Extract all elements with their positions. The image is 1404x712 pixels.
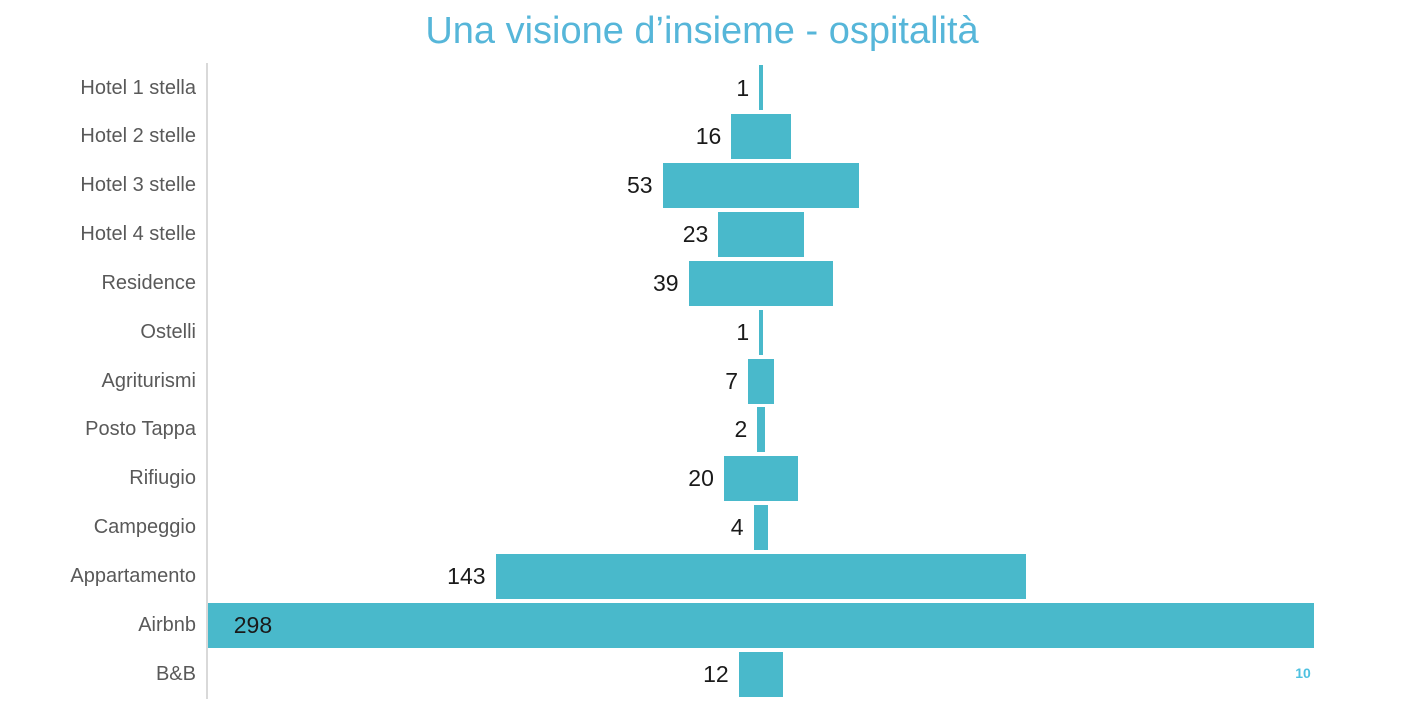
chart-bar	[495, 553, 1027, 599]
chart-title: Una visione d’insieme - ospitalità	[425, 10, 979, 52]
category-label: Hotel 2 stelle	[80, 125, 196, 148]
category-label: Campeggio	[93, 516, 196, 539]
chart-bar	[748, 358, 774, 404]
value-label: 20	[688, 465, 714, 492]
category-label: Posto Tappa	[85, 418, 196, 441]
value-label: 1	[736, 74, 750, 101]
category-label: Rifiugio	[129, 467, 196, 490]
value-label: 53	[627, 172, 653, 199]
chart-bar	[759, 309, 763, 355]
chart-bar	[662, 163, 860, 209]
category-label: Airbnb	[138, 613, 196, 636]
chart-bar	[723, 456, 799, 502]
chart-bar	[731, 114, 791, 160]
category-label: Appartamento	[70, 565, 196, 587]
chart-bar	[757, 407, 765, 453]
value-label: 1	[736, 318, 750, 345]
value-label: 7	[725, 367, 739, 394]
value-label: 16	[695, 123, 722, 150]
y-axis-line	[206, 63, 208, 699]
value-label: 4	[730, 514, 744, 541]
category-label: Hotel 1 stella	[80, 76, 196, 99]
category-label: Residence	[101, 271, 196, 294]
value-label: 143	[447, 563, 486, 589]
value-label: 12	[703, 660, 729, 687]
chart-bar	[207, 602, 1315, 648]
chart-bar	[688, 260, 834, 306]
chart-bar	[759, 65, 763, 111]
category-label: Hotel 4 stelle	[80, 223, 196, 246]
value-label: 23	[682, 221, 709, 248]
category-label: Hotel 3 stelle	[80, 174, 196, 197]
category-label: Ostelli	[140, 320, 196, 343]
page-number: 10	[1295, 665, 1311, 681]
category-label: B&B	[155, 662, 196, 685]
value-label: 39	[653, 269, 679, 296]
chart-bar	[718, 211, 804, 257]
value-label: 298	[233, 611, 273, 638]
chart-bar	[753, 505, 769, 551]
category-label: Agriturismi	[101, 369, 196, 392]
value-label: 2	[734, 416, 748, 443]
chart-bar	[738, 651, 784, 697]
